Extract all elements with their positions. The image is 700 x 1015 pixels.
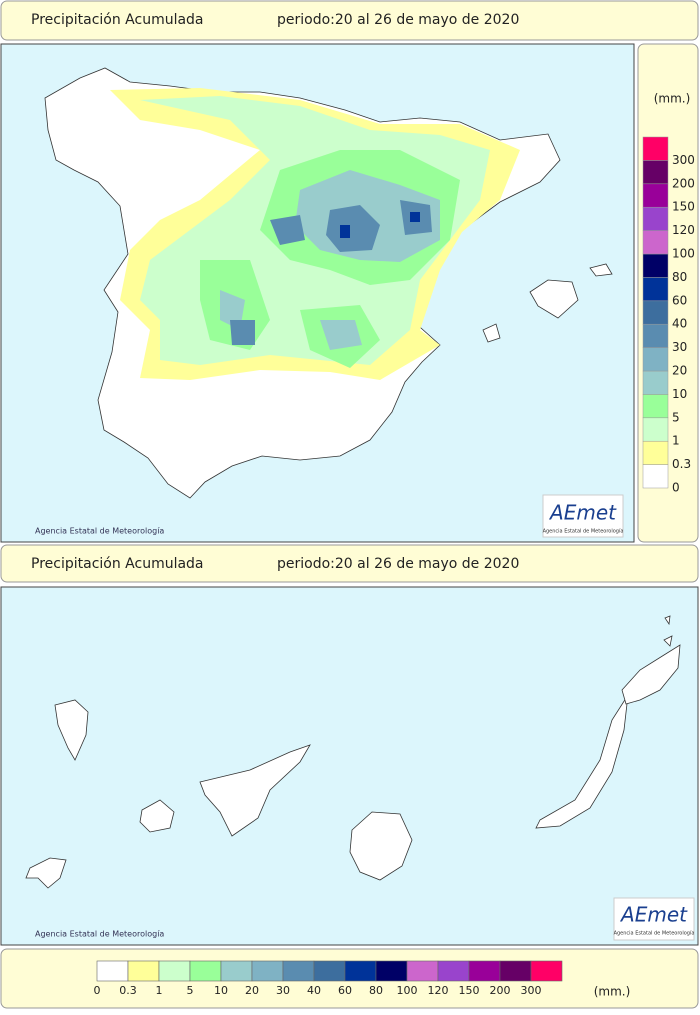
legend-swatch [642,253,669,278]
legend-label: 100 [397,984,418,997]
legend-label: 40 [672,317,687,331]
legend-label: 20 [672,364,687,378]
legend-swatch [530,960,563,982]
legend-label: 200 [672,176,695,190]
logo-box [542,494,624,538]
gran-canaria [349,811,413,881]
legend-swatch [282,960,315,982]
legend-swatch [642,440,669,465]
legend-label: 0.3 [672,457,691,471]
header-box [0,544,699,583]
legend-swatch [375,960,408,982]
legend-label: 30 [672,340,687,354]
legend-swatch [220,960,253,982]
tenerife [199,744,311,837]
legend-swatch [642,370,669,395]
legend-swatch [189,960,222,982]
canary-map [25,615,681,889]
legend-label: 80 [369,984,383,997]
legend-label: 150 [672,200,695,214]
legend-swatch [468,960,501,982]
legend-horizontal: 0 0.3 1 5 10 20 30 40 60 80 100 120 150 200 300 [94,960,563,997]
ibiza [482,323,501,343]
legend-label: 100 [672,247,695,261]
header-title: Precipitación Acumulada [31,556,204,572]
legend-label: 150 [459,984,480,997]
legend-label: 60 [672,293,687,307]
legend-label: 5 [187,984,194,997]
la-gomera [139,799,175,833]
legend-label: 60 [338,984,352,997]
legend-label: 0.3 [119,984,137,997]
legend-vertical: 0 0.3 1 5 10 20 30 40 60 80 100 120 150 200 300 [642,136,695,495]
legend-label: 30 [276,984,290,997]
legend-swatch [642,323,669,348]
legend-swatch [96,960,129,982]
legend-swatch [313,960,346,982]
legend-label: 120 [672,223,695,237]
legend-swatch [642,136,669,161]
legend-label: 10 [672,387,687,401]
legend-unit: (mm.) [594,985,631,999]
legend-label: 80 [672,270,687,284]
mallorca [529,279,579,319]
legend-swatch [642,183,669,208]
logo-subtitle: Agencia Estatal de Meteorología [543,528,624,535]
legend-swatch [642,464,669,489]
legend-label: 5 [672,410,680,424]
map-panel [0,586,699,946]
legend-swatch [251,960,284,982]
legend-label: 40 [307,984,321,997]
legend-label: 10 [214,984,228,997]
legend-label: 300 [521,984,542,997]
legend-label: 200 [490,984,511,997]
legend-swatch [642,206,669,231]
header-period: periodo:20 al 26 de mayo de 2020 [277,12,519,28]
legend-swatch [642,300,669,325]
legend-swatch [642,394,669,419]
legend-swatch [642,160,669,185]
legend-label: 20 [245,984,259,997]
legend-swatch [406,960,439,982]
credit: Agencia Estatal de Meteorología [35,930,164,939]
legend-label: 0 [672,481,680,495]
legend-swatch [642,277,669,302]
el-hierro [25,857,67,889]
legend-label: 1 [672,434,680,448]
header-period: periodo:20 al 26 de mayo de 2020 [277,556,519,572]
logo: AEmet [548,501,617,525]
legend-swatch [344,960,377,982]
logo: AEmet [619,903,688,927]
logo-subtitle: Agencia Estatal de Meteorología [614,930,695,937]
menorca [589,263,613,277]
legend-label: 1 [156,984,163,997]
header-title: Precipitación Acumulada [31,12,204,28]
legend-label: 120 [428,984,449,997]
precipitation-areas [110,88,520,380]
legend-unit: (mm.) [654,92,691,106]
legend-swatch [499,960,532,982]
legend-swatch [437,960,470,982]
legend-swatch [642,230,669,255]
legend-swatch [127,960,160,982]
credit: Agencia Estatal de Meteorología [35,527,164,536]
la-palma [54,699,89,761]
legend-label: 300 [672,153,695,167]
lanzarote [621,615,681,705]
legend-label: 0 [94,984,101,997]
legend-swatch [158,960,191,982]
legend-swatch [642,347,669,372]
logo-box [613,897,695,941]
fuerteventura [535,694,629,829]
header-box [0,0,699,41]
legend-swatch [642,417,669,442]
